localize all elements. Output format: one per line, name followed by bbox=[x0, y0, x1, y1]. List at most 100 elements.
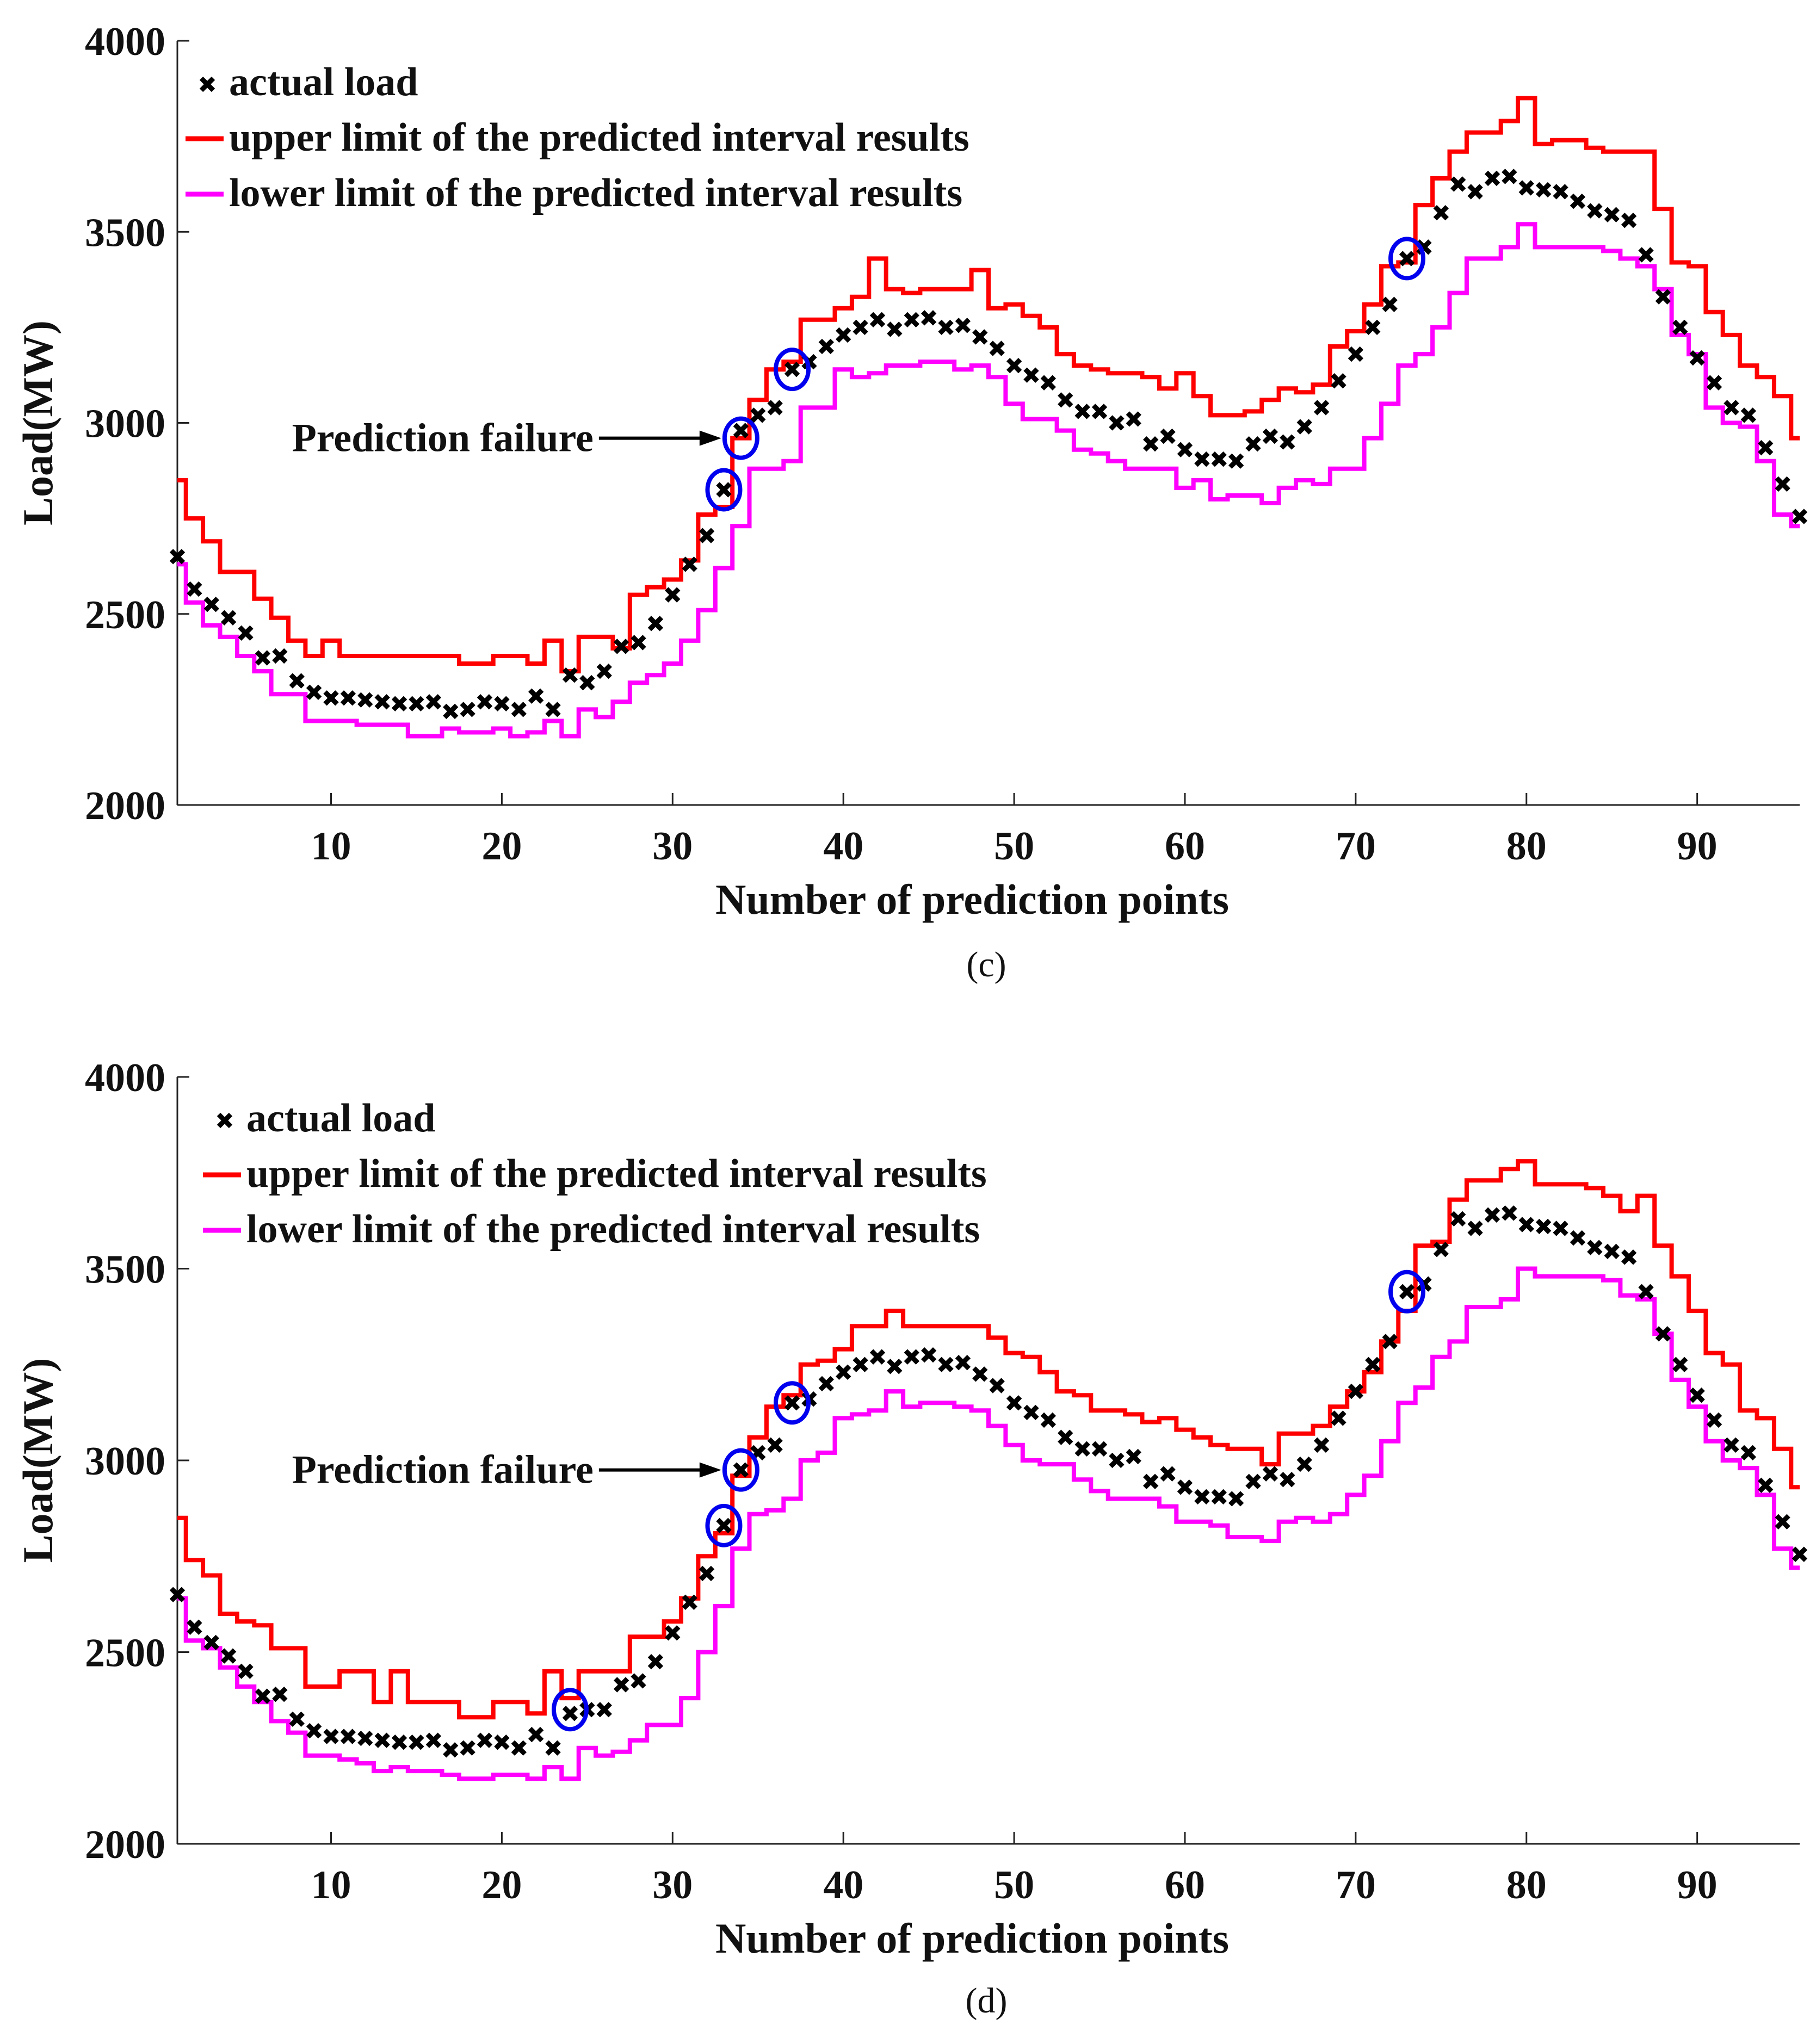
actual-load-marker bbox=[1655, 289, 1671, 305]
actual-load-marker bbox=[1689, 350, 1705, 366]
actual-load-marker bbox=[631, 1673, 646, 1689]
actual-load-marker bbox=[1433, 205, 1449, 221]
actual-load-marker bbox=[631, 635, 646, 651]
x-tick-label: 40 bbox=[823, 1863, 863, 1907]
y-tick-label: 3000 bbox=[85, 402, 165, 447]
actual-load-marker bbox=[1296, 419, 1312, 435]
actual-load-marker bbox=[425, 694, 442, 710]
actual-load-marker bbox=[887, 321, 903, 337]
prediction-failure-label: Prediction failure bbox=[292, 1448, 594, 1492]
actual-load-marker bbox=[1160, 1466, 1176, 1482]
actual-load-marker bbox=[511, 702, 527, 717]
actual-load-marker bbox=[1058, 1429, 1073, 1445]
actual-load-marker bbox=[1074, 404, 1090, 419]
actual-load-marker bbox=[255, 1688, 271, 1704]
y-axis-label: Load(MW) bbox=[14, 320, 61, 525]
actual-load-marker bbox=[1194, 451, 1210, 467]
actual-load-marker bbox=[323, 690, 339, 706]
actual-load-marker bbox=[647, 1653, 664, 1670]
actual-load-marker bbox=[409, 1734, 424, 1750]
y-tick-label: 4000 bbox=[85, 20, 165, 64]
actual-load-marker bbox=[1399, 251, 1415, 267]
actual-load-marker bbox=[238, 1663, 254, 1679]
actual-load-marker bbox=[562, 1706, 578, 1721]
actual-load-marker bbox=[220, 610, 237, 625]
actual-load-marker bbox=[1143, 1473, 1159, 1489]
actual-load-marker bbox=[340, 690, 356, 706]
actual-load-marker bbox=[682, 1594, 697, 1611]
actual-load-marker bbox=[1348, 346, 1364, 362]
y-tick-label: 3000 bbox=[85, 1439, 165, 1484]
actual-load-marker bbox=[1587, 203, 1603, 219]
actual-load-marker bbox=[1450, 176, 1466, 192]
actual-load-marker bbox=[1467, 184, 1483, 200]
actual-load-marker bbox=[647, 616, 664, 631]
actual-load-marker bbox=[443, 703, 459, 720]
actual-load-marker bbox=[1194, 1489, 1210, 1505]
prediction-failure-circle bbox=[722, 1448, 759, 1492]
actual-load-marker bbox=[272, 1686, 288, 1702]
actual-load-marker bbox=[1006, 1395, 1022, 1411]
actual-load-marker bbox=[767, 400, 783, 416]
actual-load-marker bbox=[818, 338, 834, 355]
x-tick-label: 70 bbox=[1336, 824, 1376, 869]
actual-load-marker bbox=[784, 1395, 800, 1411]
x-tick-label: 90 bbox=[1677, 1863, 1718, 1907]
actual-load-marker bbox=[1758, 1477, 1774, 1494]
actual-load-marker bbox=[1433, 1242, 1449, 1258]
actual-load-marker bbox=[1211, 1489, 1227, 1505]
actual-load-marker bbox=[699, 528, 715, 543]
actual-load-marker bbox=[477, 694, 493, 710]
prediction-failure-label: Prediction failure bbox=[292, 416, 594, 461]
actual-load-marker bbox=[1280, 434, 1295, 450]
actual-load-marker bbox=[1399, 1284, 1415, 1299]
y-tick-label: 3500 bbox=[85, 210, 165, 255]
actual-load-marker bbox=[374, 1732, 390, 1748]
actual-load-marker bbox=[1706, 1412, 1722, 1428]
actual-load-marker bbox=[511, 1740, 527, 1756]
actual-load-marker bbox=[1262, 1466, 1278, 1482]
actual-load-marker bbox=[1604, 1243, 1620, 1259]
actual-load-marker bbox=[562, 667, 578, 683]
actual-load-marker bbox=[1382, 296, 1398, 312]
actual-load-marker bbox=[391, 1734, 407, 1750]
actual-load-marker bbox=[1313, 1437, 1330, 1453]
actual-load-marker bbox=[528, 1726, 544, 1743]
actual-load-marker bbox=[989, 1378, 1005, 1393]
actual-load-marker bbox=[767, 1437, 783, 1453]
lower-limit-series-line bbox=[177, 1266, 1800, 1781]
actual-load-marker bbox=[306, 684, 322, 700]
x-tick-label: 90 bbox=[1677, 824, 1718, 869]
actual-load-marker bbox=[750, 407, 766, 423]
actual-load-marker bbox=[187, 1619, 202, 1635]
actual-load-marker bbox=[1143, 436, 1159, 452]
actual-load-marker bbox=[494, 696, 510, 712]
upper-limit-series-line bbox=[177, 96, 1800, 674]
x-tick-label: 80 bbox=[1506, 1863, 1547, 1907]
legend-entry-label: lower limit of the predicted interval re… bbox=[229, 171, 962, 215]
actual-load-marker bbox=[613, 1677, 629, 1693]
prediction-failure-circle bbox=[774, 1381, 811, 1425]
y-tick-label: 2500 bbox=[85, 593, 165, 637]
actual-load-marker bbox=[853, 1357, 868, 1372]
actual-load-marker bbox=[203, 597, 219, 612]
actual-load-marker bbox=[1621, 1249, 1637, 1265]
panel-caption: (d) bbox=[966, 1981, 1008, 2021]
actual-load-marker bbox=[1091, 1441, 1108, 1457]
actual-load-marker bbox=[1245, 436, 1261, 452]
actual-load-marker bbox=[545, 702, 561, 717]
actual-load-marker bbox=[1553, 184, 1568, 200]
actual-load-marker bbox=[1758, 439, 1774, 456]
actual-load-marker bbox=[938, 319, 954, 336]
actual-load-marker bbox=[716, 482, 732, 498]
actual-load-marker bbox=[323, 1729, 339, 1744]
actual-load-marker bbox=[1091, 404, 1108, 419]
actual-load-marker bbox=[1365, 319, 1381, 336]
actual-load-marker bbox=[340, 1729, 356, 1744]
actual-load-marker bbox=[1535, 1218, 1552, 1235]
actual-load-marker bbox=[1109, 415, 1125, 431]
actual-load-marker bbox=[1604, 207, 1620, 222]
actual-load-marker bbox=[1040, 1412, 1057, 1428]
actual-load-marker bbox=[187, 581, 202, 597]
actual-load-marker bbox=[1518, 1217, 1534, 1232]
